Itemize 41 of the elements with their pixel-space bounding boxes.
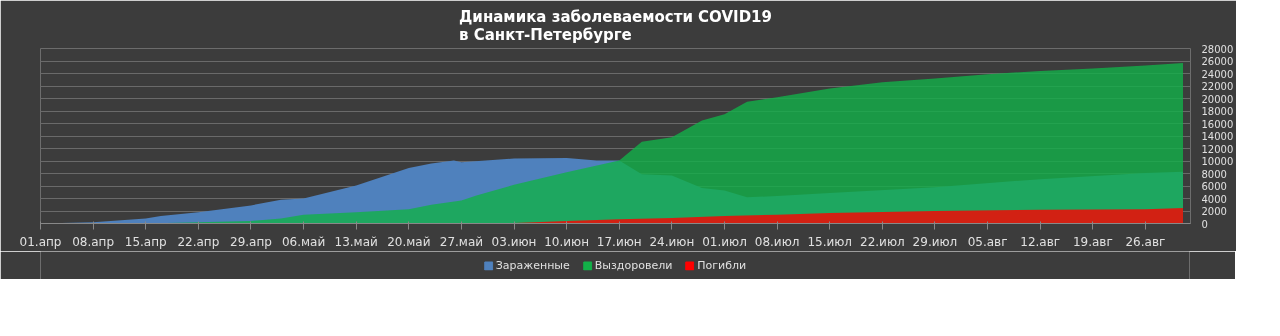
x-tick-label: 17.июн [596, 234, 642, 249]
x-tick-label: 19.авг [1072, 234, 1113, 249]
x-tick-label: 06.май [281, 234, 326, 249]
x-tick-label: 27.май [439, 234, 484, 249]
x-tick-label: 29.июл [912, 234, 958, 249]
x-tick-label: 05.авг [967, 234, 1008, 249]
y-tick-label: 18000 [1201, 106, 1234, 117]
legend-label: Зараженные [495, 258, 570, 272]
y-tick-label: 20000 [1201, 93, 1234, 105]
x-tick-label: 20.май [387, 234, 431, 249]
x-tick-label: 10.июн [544, 234, 590, 249]
y-tick-label: 6000 [1201, 181, 1227, 192]
x-tick-label: 15.июл [807, 234, 853, 249]
y-tick-label: 8000 [1201, 168, 1227, 180]
y-tick-label: 14000 [1201, 131, 1234, 142]
y-tick-label: 10000 [1201, 156, 1234, 167]
y-tick-label: 16000 [1201, 118, 1234, 130]
x-tick-label: 08.июл [754, 234, 800, 249]
legend-label: Погибли [697, 258, 747, 272]
chart-title: Динамика заболеваемости COVID19 в Санкт-Петербурге [459, 7, 772, 44]
x-tick-label: 26.авг [1125, 234, 1166, 249]
y-tick-label: 22000 [1201, 81, 1234, 92]
x-tick-label: 22.апр [177, 234, 220, 249]
x-tick-label: 29.апр [230, 234, 272, 249]
x-tick-label: 08.апр [72, 234, 115, 249]
legend-label: Выздоровели [594, 258, 673, 272]
x-tick-label: 03.июн [491, 234, 537, 249]
y-tick-label: 24000 [1201, 68, 1234, 80]
x-tick-label: 12.авг [1020, 234, 1061, 249]
y-tick-label: 28000 [1201, 43, 1234, 55]
x-tick-label: 15.апр [124, 234, 167, 249]
x-tick-label: 01.июл [702, 234, 747, 249]
x-tick-label: 01.апр [19, 234, 62, 249]
y-tick-label: 4000 [1201, 193, 1227, 205]
x-tick-label: 13.май [334, 234, 378, 249]
y-tick-label: 0 [1201, 218, 1208, 230]
y-tick-label: 12000 [1201, 143, 1234, 155]
y-tick-label: 2000 [1201, 206, 1227, 217]
x-tick-label: 24.июн [649, 234, 695, 249]
x-tick-label: 22.июл [860, 234, 905, 249]
y-tick-label: 26000 [1201, 56, 1234, 67]
